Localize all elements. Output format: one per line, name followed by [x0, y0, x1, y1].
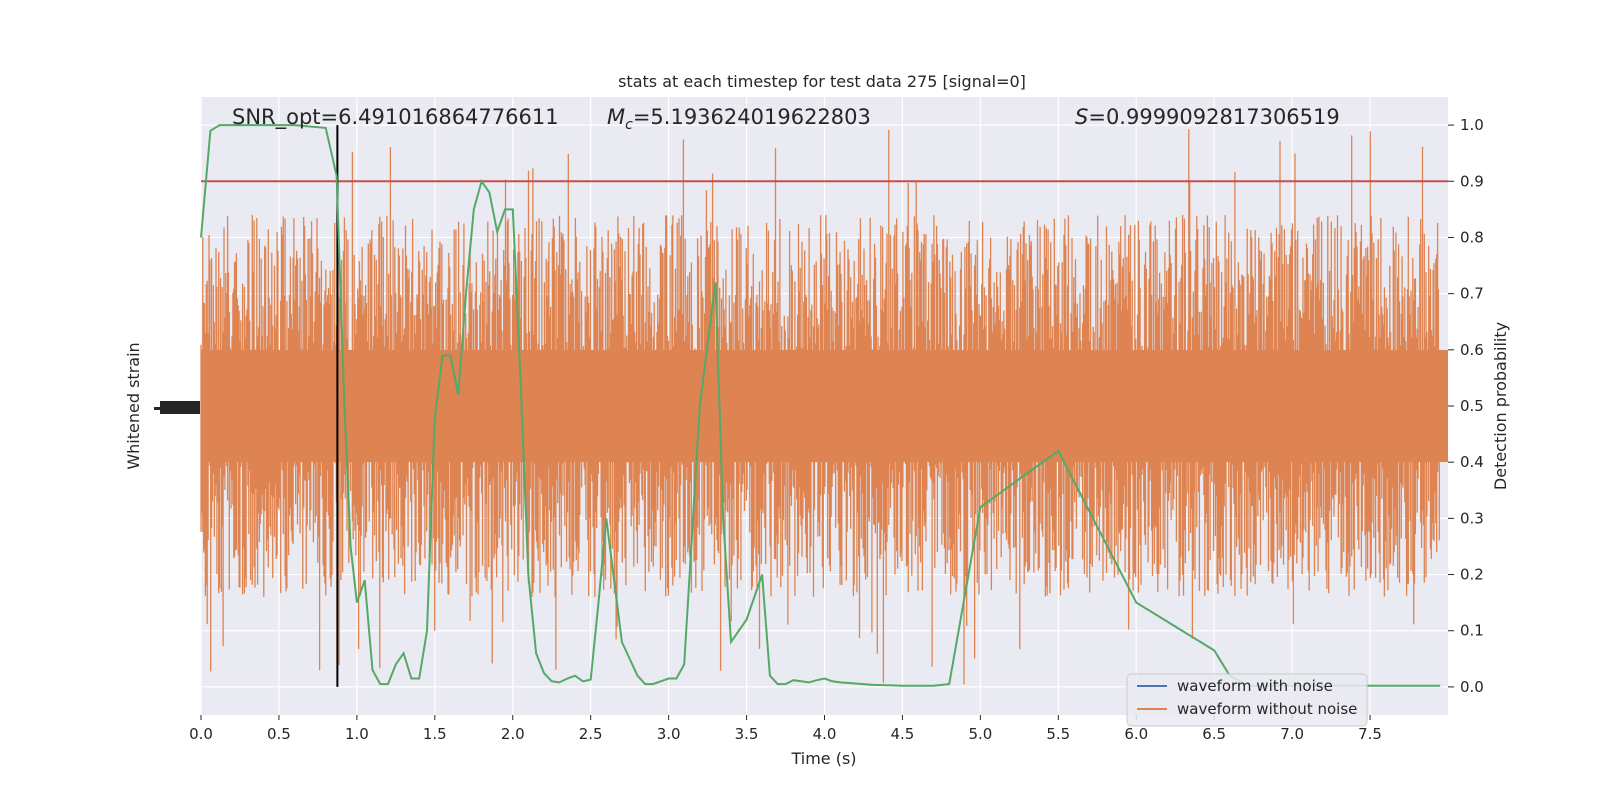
- y-tick-label-2: 0.2: [1460, 566, 1484, 584]
- x-tick-label-14: 7.0: [1280, 725, 1304, 743]
- y-tick-label-7: 0.7: [1460, 285, 1484, 303]
- x-tick-label-15: 7.5: [1358, 725, 1382, 743]
- y-tick-label-1: 0.1: [1460, 622, 1484, 640]
- x-tick-label-9: 4.5: [891, 725, 915, 743]
- x-tick-label-13: 6.5: [1202, 725, 1226, 743]
- y-tick-label-5: 0.5: [1460, 397, 1484, 415]
- x-tick-label-10: 5.0: [968, 725, 992, 743]
- y-tick-label-0: 0.0: [1460, 678, 1484, 696]
- legend: waveform with noise waveform without noi…: [1126, 673, 1368, 727]
- x-axis-ticks: 0.0 0.5 1.0 1.5 2.0 2.5 3.0 3.5 4.0 4.5 5.0 5.5 6.0 6…: [189, 715, 1382, 743]
- x-axis-label: Time (s): [790, 749, 856, 768]
- y-tick-label-9: 0.9: [1460, 172, 1484, 190]
- legend-label-with-noise: waveform with noise: [1177, 677, 1333, 695]
- x-tick-label-0: 0.0: [189, 725, 213, 743]
- chirp-mass-annotation: Mc=5.193624019622803: [607, 105, 871, 133]
- y-left-axis-label: Whitened strain: [124, 342, 143, 469]
- detection-probability-line: [200, 124, 1441, 687]
- chart-title: stats at each timestep for test data 275…: [618, 72, 1026, 91]
- x-tick-label-2: 1.0: [345, 725, 369, 743]
- x-tick-label-7: 3.5: [735, 725, 759, 743]
- legend-box: [1126, 673, 1368, 727]
- y-tick-label-4: 0.4: [1460, 453, 1484, 471]
- legend-label-without-noise: waveform without noise: [1177, 700, 1357, 718]
- s-symbol: S: [1075, 105, 1088, 129]
- x-tick-label-11: 5.5: [1046, 725, 1070, 743]
- y-tick-label-6: 0.6: [1460, 341, 1484, 359]
- chirp-mass-value: =5.193624019622803: [633, 105, 871, 129]
- y-tick-label-10: 1.0: [1460, 116, 1484, 134]
- y-right-axis-label: Detection probability: [1491, 322, 1510, 490]
- x-tick-label-8: 4.0: [813, 725, 837, 743]
- left-tick-stub: [154, 407, 162, 410]
- x-tick-label-12: 6.0: [1124, 725, 1148, 743]
- s-annotation: S=0.9999092817306519: [1075, 105, 1340, 129]
- chirp-mass-symbol: M: [607, 105, 625, 129]
- y-tick-label-3: 0.3: [1460, 509, 1484, 527]
- strain-series-without-noise: [200, 129, 1448, 685]
- snr-annotation: SNR_opt=6.491016864776611: [232, 105, 559, 130]
- s-value: =0.9999092817306519: [1088, 105, 1339, 129]
- x-tick-label-3: 1.5: [423, 725, 447, 743]
- left-tick-cluster: [160, 401, 200, 414]
- left-axis-ticks: [154, 401, 200, 414]
- chirp-mass-subscript: c: [625, 117, 633, 133]
- x-tick-label-5: 2.5: [579, 725, 603, 743]
- y-right-axis-ticks: 0.0 0.1 0.2 0.3 0.4 0.5 0.6 0.7 0.8 0.9 1.0: [1448, 116, 1484, 696]
- x-tick-label-1: 0.5: [267, 725, 291, 743]
- x-tick-label-6: 3.0: [657, 725, 681, 743]
- y-tick-label-8: 0.8: [1460, 228, 1484, 246]
- x-tick-label-4: 2.0: [501, 725, 525, 743]
